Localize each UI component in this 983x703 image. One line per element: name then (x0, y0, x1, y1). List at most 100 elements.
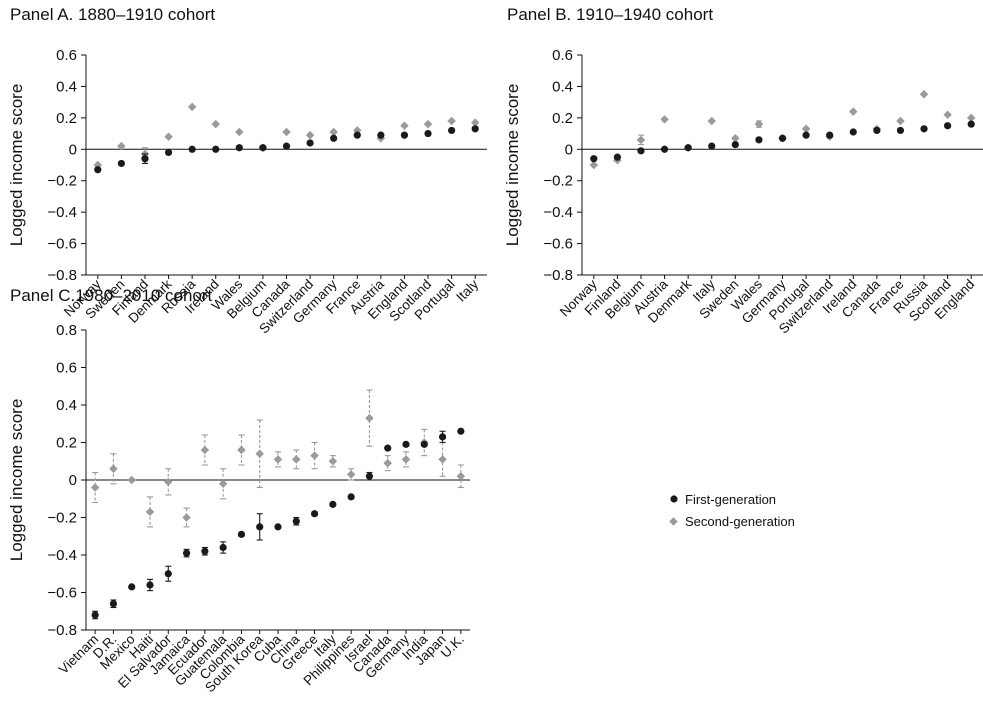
panel-a-first-gen-point (424, 129, 432, 138)
panel-b-first-gen-point (731, 140, 739, 149)
panel-c-y-tick-label: 0 (69, 472, 77, 489)
panel-b-second-gen-point (943, 110, 952, 119)
panel-b-y-tick-label: 0.2 (552, 110, 573, 127)
legend-first-label: First-generation (685, 492, 776, 507)
panel-b-second-gen-point (636, 135, 646, 145)
panel-c-second-gen-point (182, 513, 191, 522)
panel-b-y-tick-label: −0.6 (543, 236, 573, 253)
panel-c-first-gen-point (420, 440, 428, 448)
panel-a-second-gen-point (329, 127, 338, 137)
panel-b-y-tick-label: 0 (565, 141, 573, 158)
panel-c-second-gen-point (365, 413, 374, 423)
panel-c-first-gen-point (164, 570, 172, 578)
panel-b-title: Panel B. 1910–1940 cohort (507, 5, 713, 24)
panel-c-first-gen-point (219, 543, 227, 552)
panel-c-first-gen-point (292, 517, 300, 525)
panel-a-first-gen-point (448, 126, 456, 135)
panel-c-y-tick-label: 0.8 (56, 322, 77, 339)
panel-a-second-gen-point (117, 141, 126, 151)
panel-b-first-gen-point (944, 122, 952, 130)
panel-a-first-gen-point (377, 131, 385, 139)
panel-a-first-gen-point (164, 148, 173, 157)
panel-c-y-tick-label: 0.2 (56, 435, 77, 452)
panel-b-second-gen-point (919, 90, 929, 99)
panel-a-second-gen-point (305, 130, 315, 140)
panel-a-first-gen-point (353, 131, 361, 139)
panel-b-second-gen-point (660, 115, 669, 124)
panel-b-first-gen-point (684, 144, 692, 152)
panel-a-first-gen-point (94, 166, 102, 174)
panel-b-first-gen-point (826, 131, 834, 139)
panel-c-second-gen-point (164, 477, 173, 487)
panel-c-y-tick-label: −0.4 (47, 547, 77, 564)
panel-b-y-tick-label: 0.4 (552, 78, 573, 95)
panel-b-first-gen-point (920, 125, 928, 133)
panel-b: Panel B. 1910–1940 cohort 0.6 0.4 0.2 0 −0.2… (503, 5, 983, 336)
legend-first-marker (670, 495, 678, 503)
panel-a-second-gen-point (400, 121, 409, 130)
panel-a-first-gen-point (235, 144, 243, 152)
panel-a-first-gen-point (117, 159, 125, 168)
panel-c-second-gen-point (90, 483, 100, 492)
panel-c-second-gen-point (145, 507, 155, 517)
panel-c-second-gen-point (346, 470, 356, 479)
panel-c: Panel C.1980–2010 cohort 0.8 0.6 0.4 0.2 0 −0… (7, 286, 470, 695)
panel-a-first-gen-point (471, 125, 479, 133)
panel-c-first-gen-point (310, 510, 319, 518)
panel-c-second-gen-point (218, 479, 228, 488)
panel-a-y-tick-label: −0.4 (47, 204, 77, 221)
panel-c-first-gen-point (384, 444, 392, 452)
panel-c-first-gen-point (237, 530, 246, 538)
panel-c-first-gen-point (128, 583, 136, 591)
panel-c-second-gen-point (310, 451, 319, 460)
panel-a-first-gen-point (400, 131, 409, 139)
panel-c-second-gen-point (109, 464, 118, 473)
panel-b-y-tick-label: 0.6 (552, 47, 573, 64)
panel-a-title: Panel A. 1880–1910 cohort (10, 5, 215, 24)
panel-a-y-tick-label: 0.4 (56, 78, 77, 95)
panel-b-y-axis-label: Logged income score (503, 84, 522, 247)
panel-a-second-gen-point (470, 118, 480, 127)
panel-b-first-gen-point (590, 155, 598, 163)
panel-a-second-gen-point (164, 132, 173, 141)
panel-c-second-gen-point (401, 455, 411, 464)
panel-c-first-gen-point (365, 472, 374, 480)
panel-a-y-tick-label: −0.2 (47, 173, 77, 190)
panel-c-first-gen-point (438, 433, 447, 441)
panel-c-title: Panel C.1980–2010 cohort (10, 286, 213, 305)
panel-c-first-gen-point (146, 581, 154, 589)
panel-b-first-gen-point (613, 153, 621, 161)
panel-c-first-gen-point (274, 523, 282, 531)
panel-b-second-gen-point (707, 116, 716, 126)
panel-c-second-gen-point (292, 455, 301, 464)
panel-c-first-gen-point (91, 611, 99, 619)
panel-c-y-tick-label: −0.2 (47, 510, 77, 527)
panel-a-first-gen-point (282, 142, 291, 150)
panel-a-first-gen-point (306, 139, 314, 147)
panel-c-second-gen-point (200, 445, 210, 455)
panel-b-y-tick-label: −0.2 (543, 173, 573, 190)
panel-a-category-label: Italy (453, 276, 481, 304)
panel-a-y-tick-label: 0 (69, 141, 77, 158)
panel-c-second-gen-point (127, 475, 136, 485)
panel-a-y-axis-label: Logged income score (7, 84, 26, 247)
panel-a-first-gen-point (259, 144, 267, 152)
panel-c-second-gen-point (328, 457, 338, 466)
legend-second-label: Second-generation (685, 514, 795, 529)
panel-a-first-gen-point (330, 134, 338, 142)
panel-c-first-gen-point (109, 600, 118, 608)
panel-c-second-gen-point (438, 455, 447, 464)
panel-a-second-gen-point (187, 102, 197, 112)
legend-second-marker (669, 517, 678, 526)
legend: First-generation Second-generation (669, 492, 795, 529)
panel-b-first-gen-point (849, 128, 857, 136)
panel-b-second-gen-point (896, 116, 905, 126)
panel-a-first-gen-point (212, 145, 220, 153)
panel-a-first-gen-point (188, 145, 196, 153)
panel-c-first-gen-point (402, 440, 410, 448)
panel-a-y-tick-label: −0.8 (47, 267, 77, 284)
panel-b-first-gen-point (802, 131, 810, 139)
panel-c-second-gen-point (255, 449, 264, 458)
panel-c-first-gen-point (256, 523, 264, 531)
panel-c-y-axis-label: Logged income score (7, 399, 26, 562)
